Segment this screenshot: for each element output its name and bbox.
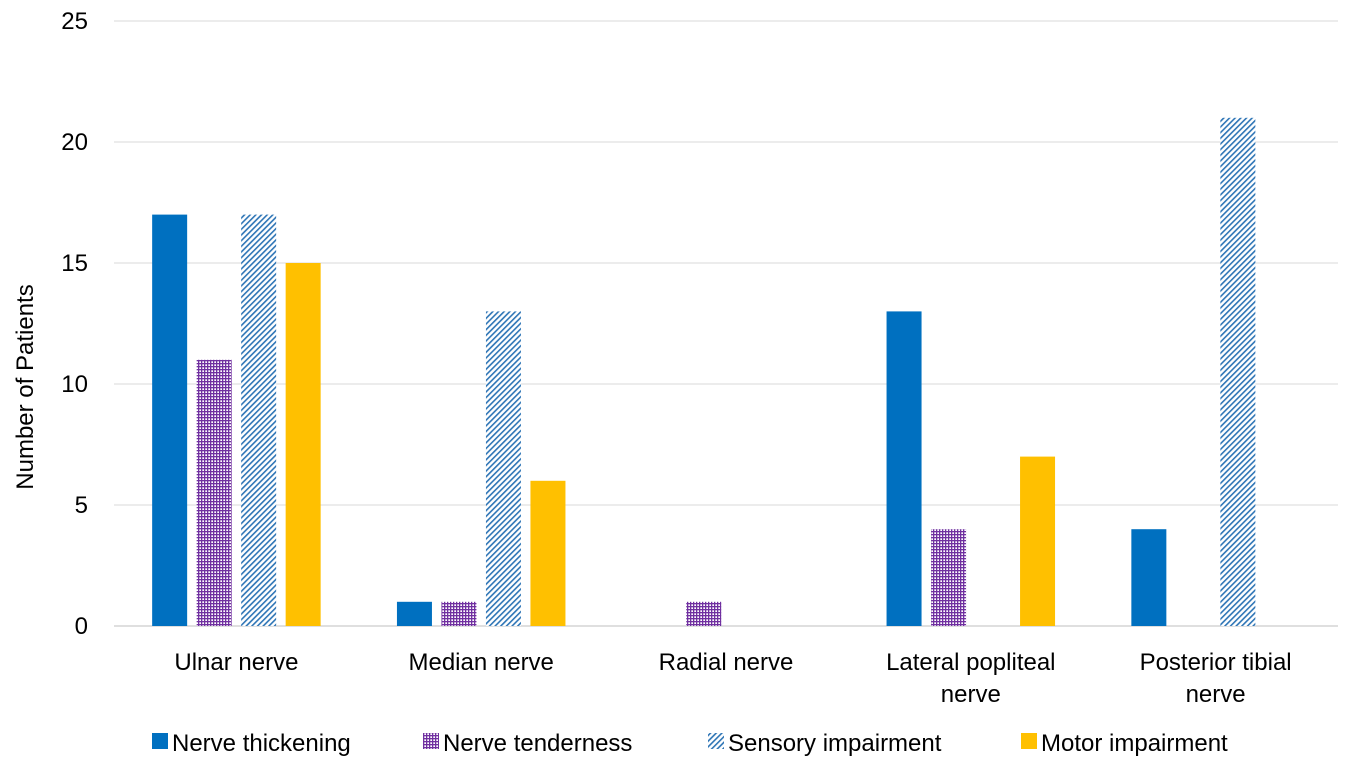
legend-label: Sensory impairment [728, 730, 942, 757]
bar-motor-impairment [285, 263, 321, 626]
y-tick-label: 20 [61, 129, 88, 156]
y-tick-label: 10 [61, 371, 88, 398]
bar-nerve-tenderness [196, 359, 232, 626]
bar-nerve-tenderness [441, 601, 477, 626]
bar-motor-impairment [1020, 456, 1056, 626]
bar-sensory-impairment [1220, 117, 1256, 627]
y-tick-label: 25 [61, 8, 88, 35]
x-tick-label: Posterior tibial nerve [1140, 649, 1292, 708]
bar-nerve-thickening [152, 214, 188, 626]
x-tick-label: Radial nerve [659, 649, 794, 676]
x-tick-label: Lateral popliteal nerve [886, 649, 1055, 708]
bar-sensory-impairment [241, 214, 277, 626]
x-tick-label: Ulnar nerve [174, 649, 298, 676]
bar-motor-impairment [530, 480, 566, 626]
legend: Nerve thickening Nerve tenderness Sensory … [152, 730, 1228, 757]
legend-swatch [423, 733, 439, 749]
y-tick-label: 0 [75, 613, 88, 640]
x-tick-label: Median nerve [408, 649, 553, 676]
bar-nerve-tenderness [686, 601, 722, 626]
bar-sensory-impairment [485, 311, 521, 626]
legend-swatch [1021, 733, 1037, 749]
bar-nerve-tenderness [931, 529, 967, 626]
y-tick-label: 5 [75, 492, 88, 519]
y-axis-label: Number of Patients [12, 284, 39, 489]
y-tick-label: 15 [61, 250, 88, 277]
legend-swatch [708, 733, 724, 749]
bar-nerve-thickening [1131, 529, 1167, 626]
axes: 0 5 10 15 20 25 Ulnar nerve Median nerve Radial … [61, 8, 1291, 708]
bar-nerve-thickening [886, 311, 922, 626]
bars [152, 117, 1256, 627]
legend-swatch [152, 733, 168, 749]
legend-label: Nerve thickening [172, 730, 351, 757]
legend-label: Nerve tenderness [443, 730, 632, 757]
legend-label: Motor impairment [1041, 730, 1228, 757]
bar-nerve-thickening [396, 601, 432, 626]
